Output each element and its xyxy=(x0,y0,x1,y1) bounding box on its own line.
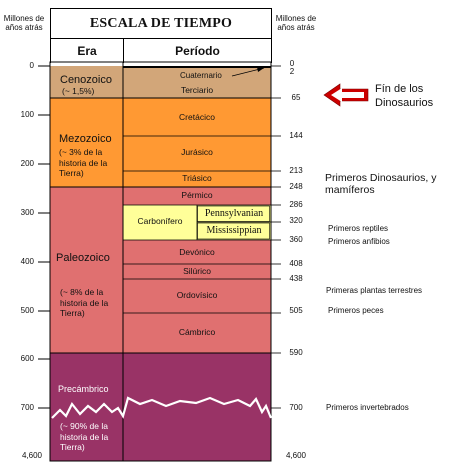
right-tick-144: 144 xyxy=(289,131,303,140)
era-mesozoic-note: (~ 3% de la historia de la Tierra) xyxy=(59,147,108,178)
right-axis-title: Millones de años atrás xyxy=(275,14,317,32)
period-carbonifero: Carbonífero xyxy=(137,216,183,226)
right-tick-248: 248 xyxy=(289,182,303,191)
era-precambrian-label: Precámbrico xyxy=(58,384,109,394)
right-tick-700: 700 xyxy=(289,403,303,412)
left-tick-400: 400 xyxy=(20,257,34,266)
era-precambrian-note: (~ 90% de la historia de la Tierra) xyxy=(60,421,109,452)
right-tick-438: 438 xyxy=(289,274,303,283)
era-paleozoic-note: (~ 8% de la historia de la Tierra) xyxy=(60,287,109,318)
right-tick-0: 0 xyxy=(289,59,295,68)
event-first-invertebrates: Primeros invertebrados xyxy=(326,403,409,412)
era-mesozoic-label: Mezozoico xyxy=(59,133,112,145)
cenozoic-block xyxy=(50,66,271,98)
period-jurasico: Jurásico xyxy=(181,147,213,157)
right-tick-590: 590 xyxy=(289,348,303,357)
right-tick-2: 2 xyxy=(289,67,295,76)
period-triasico: Triásico xyxy=(182,173,212,183)
period-permico: Pérmico xyxy=(181,190,213,200)
left-tick-500: 500 xyxy=(20,306,34,315)
period-mississippian: Mississippian xyxy=(206,225,262,236)
title-box: ESCALA DE TIEMPO GEOLÓGICO xyxy=(50,8,272,61)
left-tick-600: 600 xyxy=(20,354,34,363)
period-pennsylvanian: Pennsylvanian xyxy=(204,208,264,219)
era-cenozoic-note: (~ 1,5%) xyxy=(62,86,95,96)
event-first-dinosaurs: Primeros Dinosaurios, y mamíferos xyxy=(325,172,437,196)
right-tick-286: 286 xyxy=(289,200,303,209)
event-first-plants: Primeras plantas terrestres xyxy=(326,286,423,295)
left-tick-100: 100 xyxy=(20,110,34,119)
right-tick-505: 505 xyxy=(289,306,303,315)
left-tick-0: 0 xyxy=(29,61,34,70)
right-tick-213: 213 xyxy=(289,166,303,175)
period-cretacico: Cretácico xyxy=(179,112,215,122)
era-cenozoic-label: Cenozoico xyxy=(60,74,112,86)
left-tick-700: 700 xyxy=(20,403,34,412)
right-tick-65: 65 xyxy=(291,93,301,102)
right-tick-360: 360 xyxy=(289,235,303,244)
event-first-reptiles: Primeros reptiles xyxy=(328,224,389,233)
event-first-fish: Primeros peces xyxy=(328,306,384,315)
period-cambrico: Cámbrico xyxy=(178,327,216,337)
event-first-amphibians: Primeros anfibios xyxy=(328,237,390,246)
precambrian-jagged-line xyxy=(51,396,273,419)
event-dinosaurs-end: Fín de los Dinosaurios xyxy=(375,83,434,109)
period-devonico: Devónico xyxy=(179,247,215,257)
period-header: Período xyxy=(123,38,272,63)
right-tick-408: 408 xyxy=(289,259,303,268)
period-ordovicico: Ordovísico xyxy=(176,290,218,300)
period-cuaternario: Cuaternario xyxy=(180,71,222,80)
period-terciario: Terciario xyxy=(180,85,214,95)
era-paleozoic-label: Paleozoico xyxy=(56,252,110,264)
era-header: Era xyxy=(50,38,124,63)
mesozoic-block xyxy=(50,98,271,187)
right-tick-320: 320 xyxy=(289,216,303,225)
left-tick-4600: 4,600 xyxy=(21,451,42,460)
left-axis-title: Millones de años atrás xyxy=(3,14,45,32)
period-silurico: Silúrico xyxy=(183,266,211,276)
right-tick-4600: 4,600 xyxy=(285,451,307,460)
left-tick-300: 300 xyxy=(20,208,34,217)
left-tick-200: 200 xyxy=(20,159,34,168)
